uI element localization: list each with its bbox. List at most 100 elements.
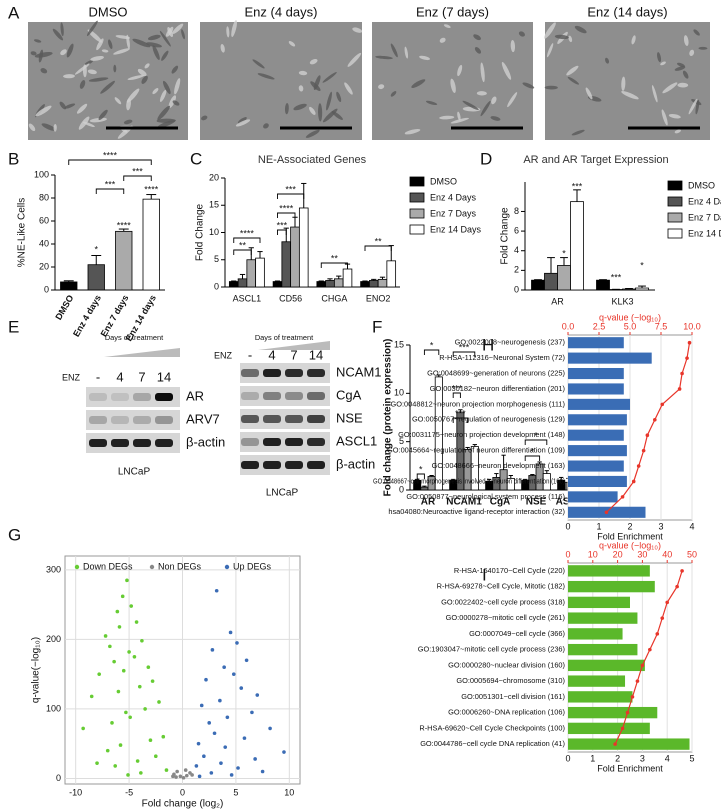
cell (298, 70, 308, 76)
cell (518, 31, 525, 37)
cell (336, 91, 342, 102)
band-label: β-actin (336, 456, 375, 471)
cell (137, 68, 147, 77)
q-value-point (660, 402, 665, 407)
bar (246, 259, 257, 288)
point (242, 736, 247, 740)
bar (420, 486, 429, 491)
micrograph-title: Enz (7 days) (416, 4, 489, 19)
lane-label: 4 (116, 369, 123, 384)
point (150, 679, 155, 683)
significance-bracket (524, 455, 541, 461)
cell (450, 78, 456, 94)
x2-axis-label: q-value (−log₁₀) (599, 540, 661, 550)
point (231, 672, 236, 676)
q-value-line (606, 342, 691, 513)
panel-letter: E (8, 317, 19, 336)
legend-swatch (409, 176, 425, 187)
blot-band (89, 393, 107, 401)
q-value-point (620, 726, 625, 731)
point (204, 677, 208, 682)
cell (114, 97, 122, 105)
lane-label: 4 (268, 347, 275, 362)
category-label: GO:0007049~cell cycle (366) (469, 629, 565, 638)
blot-band (263, 415, 281, 423)
cell (378, 84, 385, 90)
cell (522, 82, 535, 89)
x2-tick-label: 20 (613, 549, 623, 559)
cell (682, 70, 689, 79)
point (118, 743, 123, 747)
x-tick-label: -10 (69, 787, 82, 797)
y-tick-label: 10 (394, 388, 404, 398)
category-label: GO:0050877~neurological system process (… (406, 492, 565, 501)
cell (263, 123, 269, 129)
x2-tick-label: 2.5 (593, 321, 606, 331)
blot-strip (86, 387, 180, 407)
bar (290, 226, 300, 288)
cell (404, 46, 409, 59)
point (129, 604, 134, 608)
cell (30, 51, 37, 56)
y-axis-label: Fold Change (500, 207, 511, 265)
category-label: GO:0005694~chromosome (310) (456, 676, 565, 685)
blot-band (241, 461, 259, 469)
cell (181, 29, 186, 40)
cell (501, 61, 512, 80)
cell (87, 69, 97, 75)
x2-tick-label: 5.0 (624, 321, 637, 331)
point (184, 773, 189, 778)
q-value-point (660, 616, 665, 620)
treatment-label: ENZ (62, 372, 81, 382)
x2-tick-label: 10.0 (683, 321, 701, 331)
cell (491, 96, 497, 105)
q-value-point (636, 464, 641, 468)
cell (439, 37, 446, 43)
y-axis-label: Fold Change (195, 203, 206, 261)
x-tick-label: CD56 (279, 293, 302, 303)
x2-tick-label: 50 (687, 549, 697, 559)
x-axis-label: Fold change (log₂) (142, 799, 224, 810)
cell (344, 82, 353, 95)
bar (568, 414, 627, 426)
band-label: AR (186, 388, 204, 403)
blot-band (285, 461, 303, 469)
point (153, 754, 158, 758)
y-axis-label: %NE-Like Cells (17, 198, 28, 267)
cell (698, 46, 708, 50)
category-label: hsa04080:Neuroactive ligand-receptor int… (388, 507, 565, 516)
cell (79, 80, 86, 89)
bar (568, 691, 633, 703)
significance: * (640, 260, 644, 270)
x-tick-label: ENO2 (366, 293, 391, 303)
significance: *** (459, 342, 470, 352)
point (124, 710, 128, 715)
bar (568, 628, 623, 640)
significance: *** (572, 181, 583, 191)
cell (126, 98, 131, 111)
treatment-wedge (258, 341, 330, 350)
significance-bracket (423, 349, 440, 355)
q-value-point (625, 710, 630, 715)
y-tick-label: 200 (46, 634, 61, 644)
cell (621, 91, 639, 100)
significance-bracket (68, 159, 152, 165)
x-tick-label: DMSO (53, 293, 75, 321)
bar (333, 278, 344, 288)
cell (127, 74, 145, 81)
blot-band (263, 369, 281, 377)
y-tick-label: 0 (214, 281, 219, 291)
cell (318, 103, 323, 122)
q-value-point (604, 510, 609, 515)
cell (165, 26, 174, 37)
q-value-point (630, 695, 635, 699)
point (229, 773, 234, 777)
legend-label: DMSO (688, 180, 715, 190)
cell (293, 103, 307, 111)
y-axis-label: q-value(−log₁₀) (31, 637, 42, 703)
y-tick-label: 20 (39, 261, 49, 271)
category-label: GO:0045664~regulation of neuron differen… (387, 446, 565, 455)
cell (100, 80, 115, 94)
significance: *** (105, 179, 116, 189)
